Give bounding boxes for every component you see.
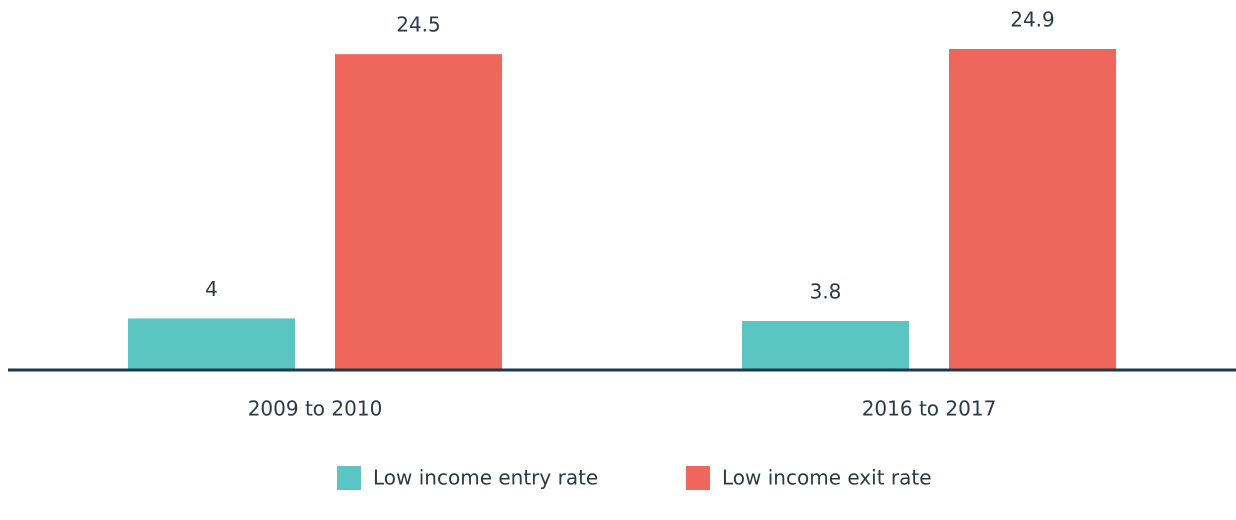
- x-tick-label: 2009 to 2010: [248, 397, 383, 421]
- bar: [949, 49, 1116, 370]
- legend-label: Low income exit rate: [722, 466, 932, 490]
- bar: [128, 318, 295, 370]
- x-tick-label: 2016 to 2017: [862, 397, 997, 421]
- value-label: 24.5: [396, 13, 441, 37]
- bar: [335, 54, 502, 371]
- legend-label: Low income entry rate: [373, 466, 598, 490]
- legend-swatch: [337, 466, 361, 490]
- value-label: 24.9: [1010, 8, 1055, 32]
- value-label: 4: [205, 277, 218, 301]
- bar: [742, 321, 909, 370]
- value-label: 3.8: [810, 280, 842, 304]
- legend-swatch: [686, 466, 710, 490]
